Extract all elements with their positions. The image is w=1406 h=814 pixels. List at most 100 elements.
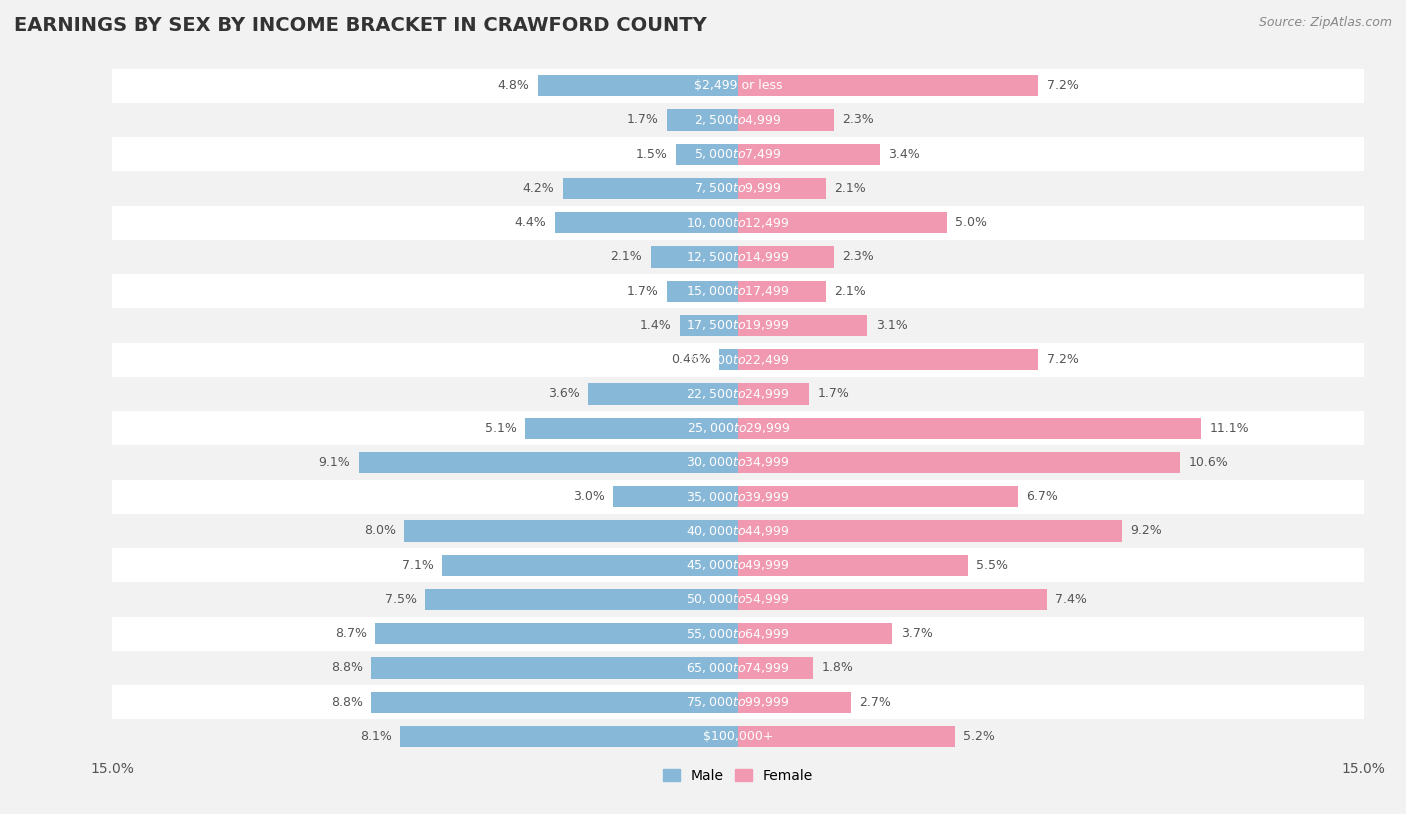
Legend: Male, Female: Male, Female bbox=[658, 763, 818, 788]
Bar bbox=[405, 520, 738, 541]
Text: $20,000 to $22,499: $20,000 to $22,499 bbox=[686, 352, 790, 366]
Bar bbox=[738, 349, 1039, 370]
Text: 2.3%: 2.3% bbox=[842, 251, 875, 264]
Bar bbox=[425, 589, 738, 610]
Bar bbox=[112, 548, 1364, 582]
Text: 2.7%: 2.7% bbox=[859, 696, 891, 709]
Text: 1.7%: 1.7% bbox=[627, 285, 659, 298]
Bar bbox=[112, 514, 1364, 548]
Bar bbox=[112, 651, 1364, 685]
Text: 2.1%: 2.1% bbox=[834, 182, 866, 195]
Text: $12,500 to $14,999: $12,500 to $14,999 bbox=[686, 250, 790, 264]
Text: 1.4%: 1.4% bbox=[640, 319, 672, 332]
Bar bbox=[112, 445, 1364, 479]
Bar bbox=[651, 247, 738, 268]
Bar bbox=[359, 452, 738, 473]
Text: $100,000+: $100,000+ bbox=[703, 730, 773, 743]
Text: $65,000 to $74,999: $65,000 to $74,999 bbox=[686, 661, 790, 675]
Bar bbox=[526, 418, 738, 439]
Text: $5,000 to $7,499: $5,000 to $7,499 bbox=[695, 147, 782, 161]
Text: $17,500 to $19,999: $17,500 to $19,999 bbox=[686, 318, 790, 332]
Text: 2.1%: 2.1% bbox=[610, 251, 643, 264]
Text: 6.7%: 6.7% bbox=[1026, 490, 1057, 503]
Text: 7.4%: 7.4% bbox=[1054, 593, 1087, 606]
Bar bbox=[738, 109, 834, 130]
Bar bbox=[738, 212, 946, 234]
Text: $50,000 to $54,999: $50,000 to $54,999 bbox=[686, 593, 790, 606]
Bar bbox=[112, 137, 1364, 171]
Text: 4.8%: 4.8% bbox=[498, 79, 530, 92]
Text: 7.2%: 7.2% bbox=[1047, 353, 1078, 366]
Bar bbox=[738, 418, 1201, 439]
Text: 1.5%: 1.5% bbox=[636, 147, 668, 160]
Bar bbox=[613, 486, 738, 507]
Bar bbox=[738, 554, 967, 575]
Text: EARNINGS BY SEX BY INCOME BRACKET IN CRAWFORD COUNTY: EARNINGS BY SEX BY INCOME BRACKET IN CRA… bbox=[14, 16, 707, 35]
Bar bbox=[112, 274, 1364, 309]
Bar bbox=[668, 281, 738, 302]
Bar bbox=[738, 726, 955, 747]
Text: $2,500 to $4,999: $2,500 to $4,999 bbox=[695, 113, 782, 127]
Text: 8.7%: 8.7% bbox=[335, 628, 367, 641]
Text: 2.3%: 2.3% bbox=[842, 113, 875, 126]
Bar bbox=[738, 247, 834, 268]
Text: 1.7%: 1.7% bbox=[817, 387, 849, 400]
Bar bbox=[738, 383, 808, 405]
Bar bbox=[441, 554, 738, 575]
Text: 3.7%: 3.7% bbox=[901, 628, 932, 641]
Text: $30,000 to $34,999: $30,000 to $34,999 bbox=[686, 456, 790, 470]
Bar bbox=[738, 281, 825, 302]
Bar bbox=[738, 177, 825, 199]
Text: 3.0%: 3.0% bbox=[572, 490, 605, 503]
Bar bbox=[112, 103, 1364, 137]
Bar bbox=[112, 343, 1364, 377]
Text: 0.46%: 0.46% bbox=[671, 353, 710, 366]
Text: Source: ZipAtlas.com: Source: ZipAtlas.com bbox=[1258, 16, 1392, 29]
Text: 8.8%: 8.8% bbox=[330, 696, 363, 709]
Bar bbox=[112, 582, 1364, 616]
Bar bbox=[738, 520, 1122, 541]
Text: 8.8%: 8.8% bbox=[330, 662, 363, 675]
Text: $45,000 to $49,999: $45,000 to $49,999 bbox=[686, 558, 790, 572]
Bar bbox=[679, 315, 738, 336]
Bar bbox=[112, 479, 1364, 514]
Text: 1.8%: 1.8% bbox=[821, 662, 853, 675]
Text: $40,000 to $44,999: $40,000 to $44,999 bbox=[686, 524, 790, 538]
Bar bbox=[112, 206, 1364, 240]
Bar bbox=[738, 143, 880, 164]
Text: $2,499 or less: $2,499 or less bbox=[695, 79, 782, 92]
Text: 4.2%: 4.2% bbox=[523, 182, 554, 195]
Bar bbox=[112, 685, 1364, 720]
Text: 7.1%: 7.1% bbox=[402, 558, 433, 571]
Bar bbox=[538, 75, 738, 96]
Bar bbox=[112, 377, 1364, 411]
Text: $25,000 to $29,999: $25,000 to $29,999 bbox=[686, 421, 790, 435]
Text: 3.6%: 3.6% bbox=[548, 387, 579, 400]
Text: 5.1%: 5.1% bbox=[485, 422, 517, 435]
Bar bbox=[588, 383, 738, 405]
Text: 9.2%: 9.2% bbox=[1130, 524, 1161, 537]
Bar bbox=[738, 486, 1018, 507]
Bar bbox=[112, 309, 1364, 343]
Text: $55,000 to $64,999: $55,000 to $64,999 bbox=[686, 627, 790, 641]
Bar bbox=[738, 692, 851, 713]
Bar bbox=[668, 109, 738, 130]
Bar bbox=[554, 212, 738, 234]
Text: 3.1%: 3.1% bbox=[876, 319, 907, 332]
Bar bbox=[112, 720, 1364, 754]
Text: 7.2%: 7.2% bbox=[1047, 79, 1078, 92]
Text: 1.7%: 1.7% bbox=[627, 113, 659, 126]
Text: 3.4%: 3.4% bbox=[889, 147, 920, 160]
Text: 5.2%: 5.2% bbox=[963, 730, 995, 743]
Bar bbox=[371, 658, 738, 679]
Bar bbox=[675, 143, 738, 164]
Bar bbox=[112, 411, 1364, 445]
Text: $15,000 to $17,499: $15,000 to $17,499 bbox=[686, 284, 790, 298]
Text: 9.1%: 9.1% bbox=[319, 456, 350, 469]
Bar bbox=[738, 75, 1039, 96]
Bar bbox=[371, 692, 738, 713]
Bar bbox=[112, 68, 1364, 103]
Bar bbox=[738, 623, 893, 645]
Bar bbox=[738, 658, 813, 679]
Bar bbox=[738, 589, 1047, 610]
